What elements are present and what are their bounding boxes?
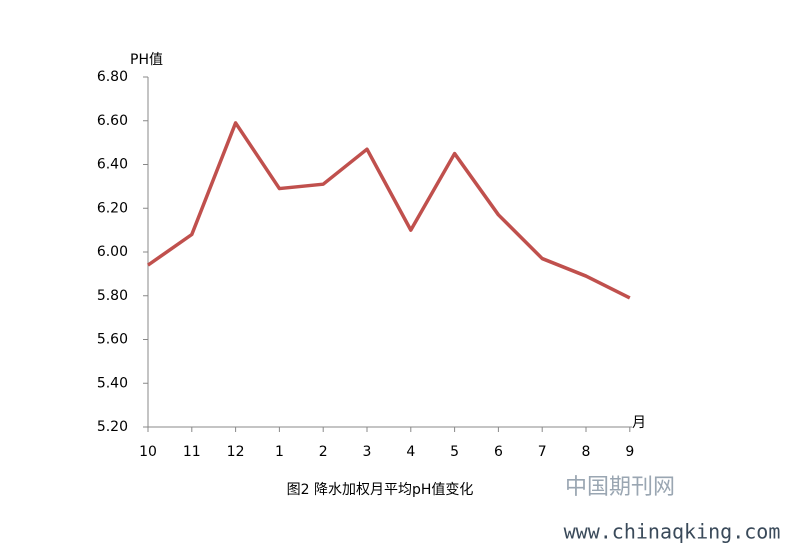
caption: 图2 降水加权月平均pH值变化: [287, 482, 474, 498]
x-tick-label: 5: [450, 444, 459, 460]
x-tick-label: 11: [183, 444, 201, 460]
x-tick-label: 12: [227, 444, 245, 460]
watermark: 中国期刊网: [565, 475, 675, 500]
y-tick-label: 6.20: [97, 200, 128, 216]
x-tick-label: 4: [406, 444, 415, 460]
y-tick-label: 5.40: [97, 375, 128, 391]
x-tick-label: 8: [582, 444, 591, 460]
x-tick-label: 3: [363, 444, 372, 460]
x-axis-title: 月: [632, 415, 646, 431]
y-tick-label: 6.80: [97, 69, 128, 85]
y-tick-label: 6.60: [97, 113, 128, 129]
y-tick-label: 6.00: [97, 244, 128, 260]
x-tick-label: 2: [319, 444, 328, 460]
y-tick-label: 5.20: [97, 419, 128, 435]
x-tick-label: 7: [538, 444, 547, 460]
x-tick-label: 10: [139, 444, 157, 460]
y-tick-label: 5.60: [97, 332, 128, 348]
y-tick-label: 5.80: [97, 288, 128, 304]
x-tick-label: 1: [275, 444, 284, 460]
y-axis-title: PH值: [130, 52, 163, 68]
x-tick-label: 9: [625, 444, 634, 460]
x-tick-label: 6: [494, 444, 503, 460]
watermark-url: www.chinaqking.com: [564, 520, 781, 544]
y-tick-label: 6.40: [97, 157, 128, 173]
data-line: [146, 121, 631, 300]
